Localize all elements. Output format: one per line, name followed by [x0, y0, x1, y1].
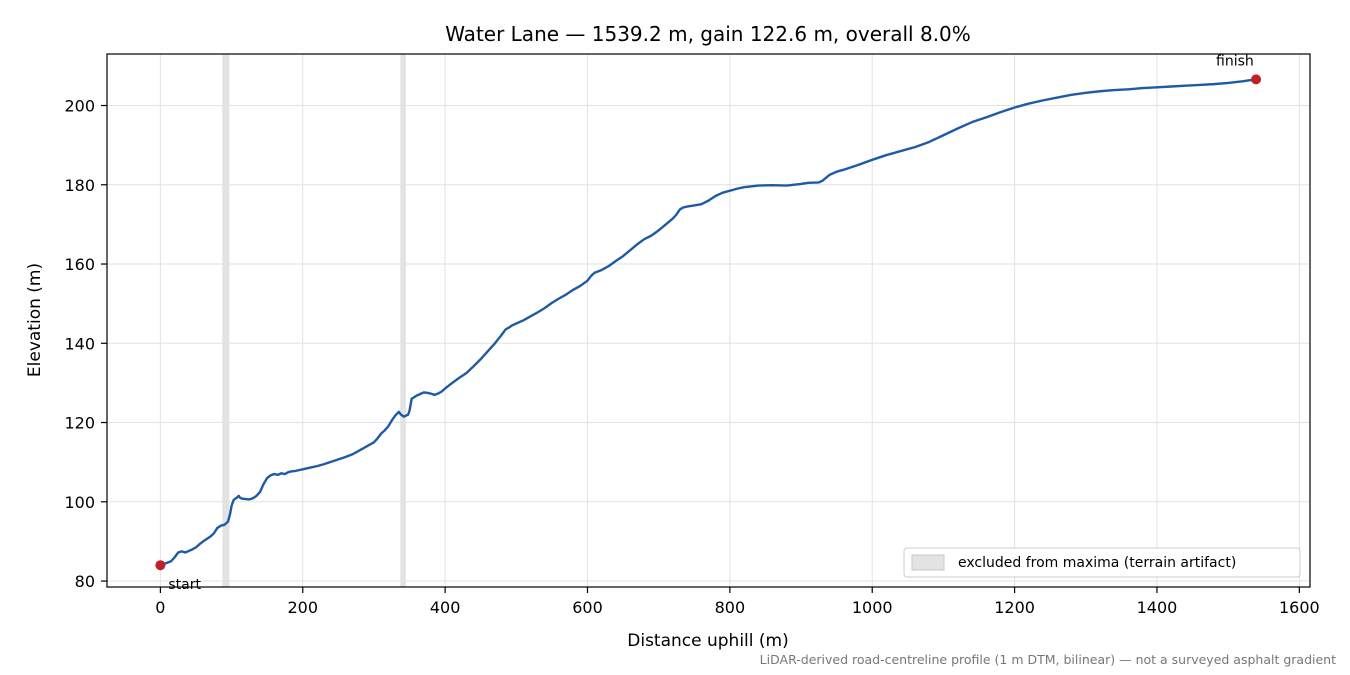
- excluded-band-1: [400, 54, 406, 587]
- y-tick-label: 80: [75, 572, 95, 591]
- y-tick-label: 160: [64, 255, 95, 274]
- footnote: LiDAR-derived road-centreline profile (1…: [760, 652, 1336, 667]
- y-axis-label: Elevation (m): [25, 263, 45, 377]
- legend: excluded from maxima (terrain artifact): [903, 547, 1301, 578]
- y-tick-label: 100: [64, 493, 95, 512]
- finish-label: finish: [1216, 53, 1254, 69]
- y-tick-label: 140: [64, 334, 95, 353]
- start-label: start: [168, 577, 201, 593]
- x-tick-label: 1400: [1137, 598, 1178, 617]
- y-tick-label: 120: [64, 414, 95, 433]
- x-tick-label: 400: [430, 598, 461, 617]
- x-tick-label: 1200: [994, 598, 1035, 617]
- x-tick-label: 1600: [1279, 598, 1320, 617]
- legend-swatch-excluded: [911, 554, 945, 571]
- chart-title: Water Lane — 1539.2 m, gain 122.6 m, ove…: [445, 22, 971, 46]
- legend-frame: [903, 547, 1301, 578]
- x-tick-label: 800: [715, 598, 746, 617]
- finish-marker: [1251, 74, 1262, 85]
- legend-label-excluded: excluded from maxima (terrain artifact): [958, 555, 1236, 571]
- start-marker: [155, 560, 166, 571]
- axes-frame: [106, 53, 1311, 588]
- y-tick-label: 180: [64, 176, 95, 195]
- elevation-line-0: [159, 78, 1258, 567]
- excluded-band-0: [222, 54, 230, 587]
- x-tick-label: 200: [287, 598, 318, 617]
- x-tick-label: 1000: [852, 598, 893, 617]
- x-axis-label: Distance uphill (m): [627, 631, 788, 651]
- plot-area: start finish 0 200 400 600 800 1000 1200 1400 1600…: [64, 53, 1319, 617]
- x-tick-label: 600: [572, 598, 603, 617]
- y-tick-label: 200: [64, 97, 95, 116]
- x-tick-label: 0: [155, 598, 165, 617]
